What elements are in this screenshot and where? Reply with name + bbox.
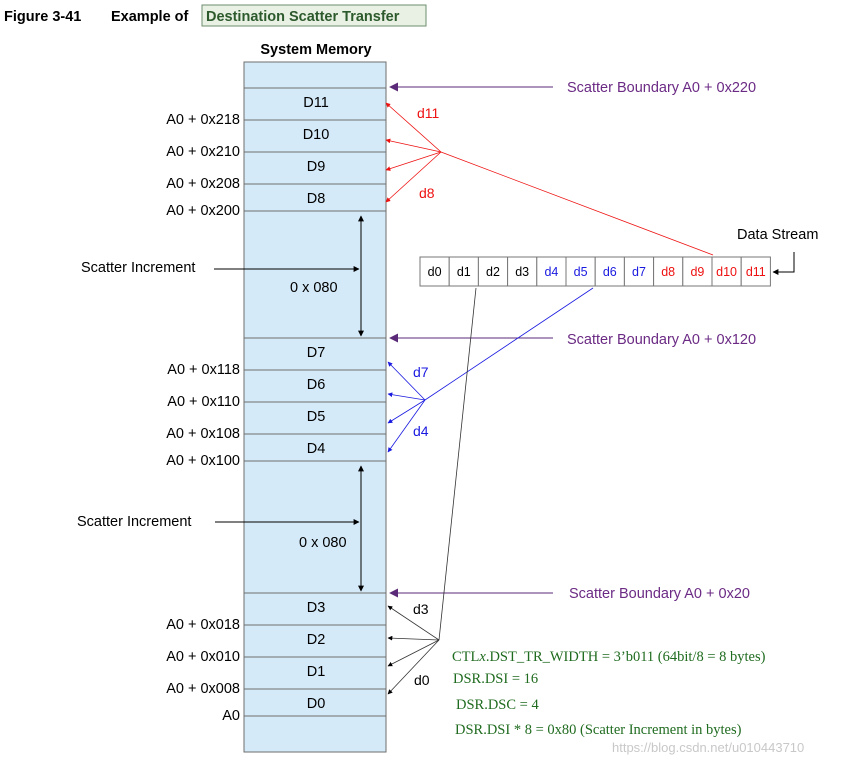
stream-cell-d3: d3 bbox=[515, 265, 529, 279]
fan-low bbox=[387, 287, 477, 695]
data-stream-label: Data Stream bbox=[737, 227, 818, 243]
d8-block: D8 bbox=[307, 191, 326, 207]
address-label: A0 + 0x200 bbox=[166, 203, 240, 219]
d0-block: D0 bbox=[307, 696, 326, 712]
data-stream-arrow bbox=[772, 252, 795, 275]
stream-cell-box bbox=[419, 256, 450, 287]
d3-block: D3 bbox=[307, 600, 326, 616]
memory-blocks: D11 D10 D9 D8 D7 D6 D5 D4 D3 D2 D1 D0 bbox=[303, 95, 330, 712]
boundary-label-bottom: Scatter Boundary A0 + 0x20 bbox=[569, 586, 750, 602]
memory-dividers bbox=[244, 87, 386, 717]
gap-label-upper: 0 x 080 bbox=[290, 280, 338, 296]
fan-label-d0: d0 bbox=[414, 672, 430, 688]
d1-block: D1 bbox=[307, 664, 326, 680]
stream-cell-box bbox=[448, 256, 479, 287]
figure-title-box bbox=[201, 4, 427, 27]
stream-cell-box bbox=[653, 256, 684, 287]
d5-block: D5 bbox=[307, 409, 326, 425]
address-label: A0 + 0x108 bbox=[166, 426, 240, 442]
stream-cell-d11: d11 bbox=[746, 265, 766, 279]
d11-block: D11 bbox=[303, 95, 329, 111]
address-label: A0 + 0x118 bbox=[167, 362, 240, 378]
address-label: A0 bbox=[222, 708, 240, 724]
scatter-increment-label-lower: Scatter Increment bbox=[77, 514, 191, 530]
stream-cell-d8: d8 bbox=[661, 265, 675, 279]
d9-block: D9 bbox=[307, 159, 326, 175]
fan-label-d8: d8 bbox=[419, 185, 435, 201]
address-label: A0 + 0x008 bbox=[166, 681, 240, 697]
note-ctl-width: CTLx.DST_TR_WIDTH = 3’b011 (64bit/8 = 8 … bbox=[452, 649, 766, 665]
fan-label-d3: d3 bbox=[413, 601, 429, 617]
gap-label-lower: 0 x 080 bbox=[299, 535, 347, 551]
stream-cell-box bbox=[477, 256, 509, 287]
memory-header: System Memory bbox=[260, 42, 371, 58]
address-label: A0 + 0x210 bbox=[166, 144, 240, 160]
stream-cell-d2: d2 bbox=[486, 265, 500, 279]
stream-cell-d4: d4 bbox=[544, 265, 558, 279]
d10-block: D10 bbox=[303, 127, 330, 143]
memory-column bbox=[243, 61, 387, 753]
address-labels: A0 + 0x218 A0 + 0x210 A0 + 0x208 A0 + 0x200… bbox=[166, 112, 240, 724]
note-dsc: DSR.DSC = 4 bbox=[456, 697, 539, 713]
d2-block: D2 bbox=[307, 632, 326, 648]
stream-cell-d5: d5 bbox=[574, 265, 588, 279]
fan-mid bbox=[387, 287, 594, 453]
figure-title-prefix: Example of bbox=[111, 9, 189, 25]
figure-title-highlight: Destination Scatter Transfer bbox=[206, 9, 400, 25]
fan-label-d11: d11 bbox=[417, 105, 440, 121]
stream-cell-box bbox=[623, 256, 655, 287]
stream-cell-d10: d10 bbox=[716, 265, 737, 279]
address-label: A0 + 0x110 bbox=[167, 394, 240, 410]
address-label: A0 + 0x208 bbox=[166, 176, 240, 192]
watermark: https://blog.csdn.net/u010443710 bbox=[612, 740, 804, 755]
d4-block: D4 bbox=[307, 441, 326, 457]
note-scatter-bytes: DSR.DSI * 8 = 0x80 (Scatter Increment in… bbox=[455, 722, 742, 738]
address-label: A0 + 0x100 bbox=[166, 453, 240, 469]
boundary-label-middle: Scatter Boundary A0 + 0x120 bbox=[567, 332, 756, 348]
address-label: A0 + 0x018 bbox=[166, 617, 240, 633]
d7-block: D7 bbox=[307, 345, 326, 361]
note-dsi: DSR.DSI = 16 bbox=[453, 671, 538, 687]
fan-label-d7: d7 bbox=[413, 364, 429, 380]
stream-cell-box bbox=[507, 256, 538, 287]
figure-number: Figure 3-41 bbox=[4, 9, 81, 25]
stream-cell-d1: d1 bbox=[457, 265, 471, 279]
stream-cell-d6: d6 bbox=[603, 265, 617, 279]
fan-high bbox=[385, 102, 714, 256]
fan-label-d4: d4 bbox=[413, 423, 429, 439]
stream-cell-box bbox=[682, 256, 713, 287]
stream-cell-box bbox=[594, 256, 625, 287]
data-stream-cells: d0 d1 d2 d3 d4 d5 d6 d7 d8 d9 d10 d11 bbox=[419, 256, 771, 287]
address-label: A0 + 0x218 bbox=[166, 112, 240, 128]
stream-cell-d7: d7 bbox=[632, 265, 646, 279]
d6-block: D6 bbox=[307, 377, 326, 393]
stream-cell-d9: d9 bbox=[690, 265, 704, 279]
address-label: A0 + 0x010 bbox=[166, 649, 240, 665]
stream-cell-box bbox=[711, 256, 742, 287]
boundary-label-top: Scatter Boundary A0 + 0x220 bbox=[567, 80, 756, 96]
scatter-increment-label-upper: Scatter Increment bbox=[81, 260, 195, 276]
stream-cell-box bbox=[740, 256, 771, 287]
stream-cell-d0: d0 bbox=[428, 265, 442, 279]
